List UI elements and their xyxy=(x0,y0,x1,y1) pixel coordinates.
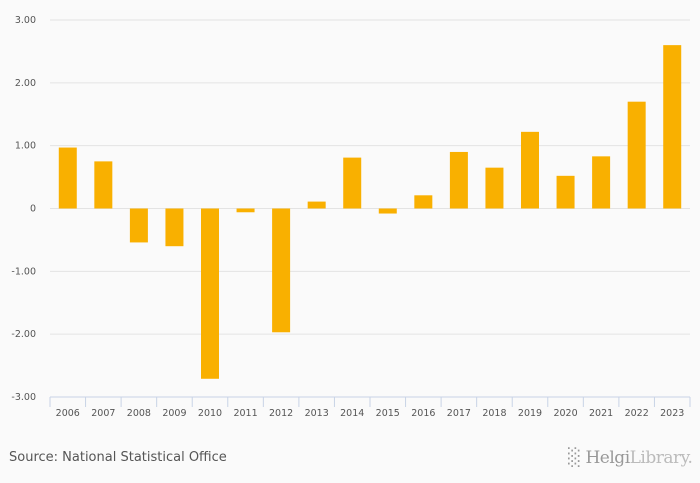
x-tick-label: 2016 xyxy=(411,408,435,419)
bar-2023 xyxy=(663,45,682,209)
bar-2022 xyxy=(627,101,646,209)
bar-2008 xyxy=(129,208,148,243)
bar-2017 xyxy=(449,151,468,209)
bar-2018 xyxy=(485,167,504,209)
y-tick-label: 2.00 xyxy=(15,78,36,89)
bar-2011 xyxy=(236,208,255,213)
x-tick-label: 2009 xyxy=(162,408,186,419)
y-tick-label: 0 xyxy=(30,204,36,215)
bar-2015 xyxy=(378,208,397,214)
bar-2014 xyxy=(343,157,362,209)
bar-2012 xyxy=(272,208,291,333)
x-tick-label: 2014 xyxy=(340,408,364,419)
logo-text-helgi: Helgi xyxy=(585,448,630,468)
y-tick-label: -1.00 xyxy=(11,266,36,277)
x-tick-label: 2019 xyxy=(518,408,542,419)
x-tick-label: 2020 xyxy=(553,408,577,419)
x-tick-label: 2018 xyxy=(482,408,506,419)
x-tick-label: 2012 xyxy=(269,408,293,419)
x-tick-label: 2008 xyxy=(127,408,151,419)
x-tick-label: 2021 xyxy=(589,408,613,419)
bar-2010 xyxy=(201,208,219,379)
x-tick-label: 2017 xyxy=(447,408,471,419)
logo-text-library: Library. xyxy=(629,448,693,468)
helgi-library-logo[interactable]: ░ HelgiLibrary. xyxy=(568,448,693,468)
logo-chart-icon: ░ xyxy=(568,448,581,468)
x-tick-label: 2022 xyxy=(625,408,649,419)
y-tick-label: 3.00 xyxy=(15,15,36,26)
bar-2006 xyxy=(58,147,77,209)
bar-2020 xyxy=(556,175,575,209)
bar-2007 xyxy=(94,161,113,209)
y-tick-label: -3.00 xyxy=(11,392,36,403)
bar-2019 xyxy=(521,131,539,209)
x-tick-label: 2011 xyxy=(233,408,257,419)
x-tick-label: 2023 xyxy=(660,408,684,419)
x-tick-label: 2015 xyxy=(376,408,400,419)
source-note: Source: National Statistical Office xyxy=(9,450,227,465)
x-tick-label: 2010 xyxy=(198,408,222,419)
bar-2021 xyxy=(592,156,611,209)
y-tick-label: -2.00 xyxy=(11,329,36,340)
bar-chart: 3.00 2.00 1.00 0 -1.00 -2.00 -3.00 2006 2007 2008… xyxy=(11,15,691,419)
y-tick-label: 1.00 xyxy=(15,141,36,152)
bar-2013 xyxy=(307,201,326,209)
bar-2016 xyxy=(414,195,433,209)
bar-2009 xyxy=(165,208,184,247)
x-tick-label: 2006 xyxy=(56,408,80,419)
x-tick-label: 2007 xyxy=(91,408,115,419)
x-tick-label: 2013 xyxy=(305,408,329,419)
